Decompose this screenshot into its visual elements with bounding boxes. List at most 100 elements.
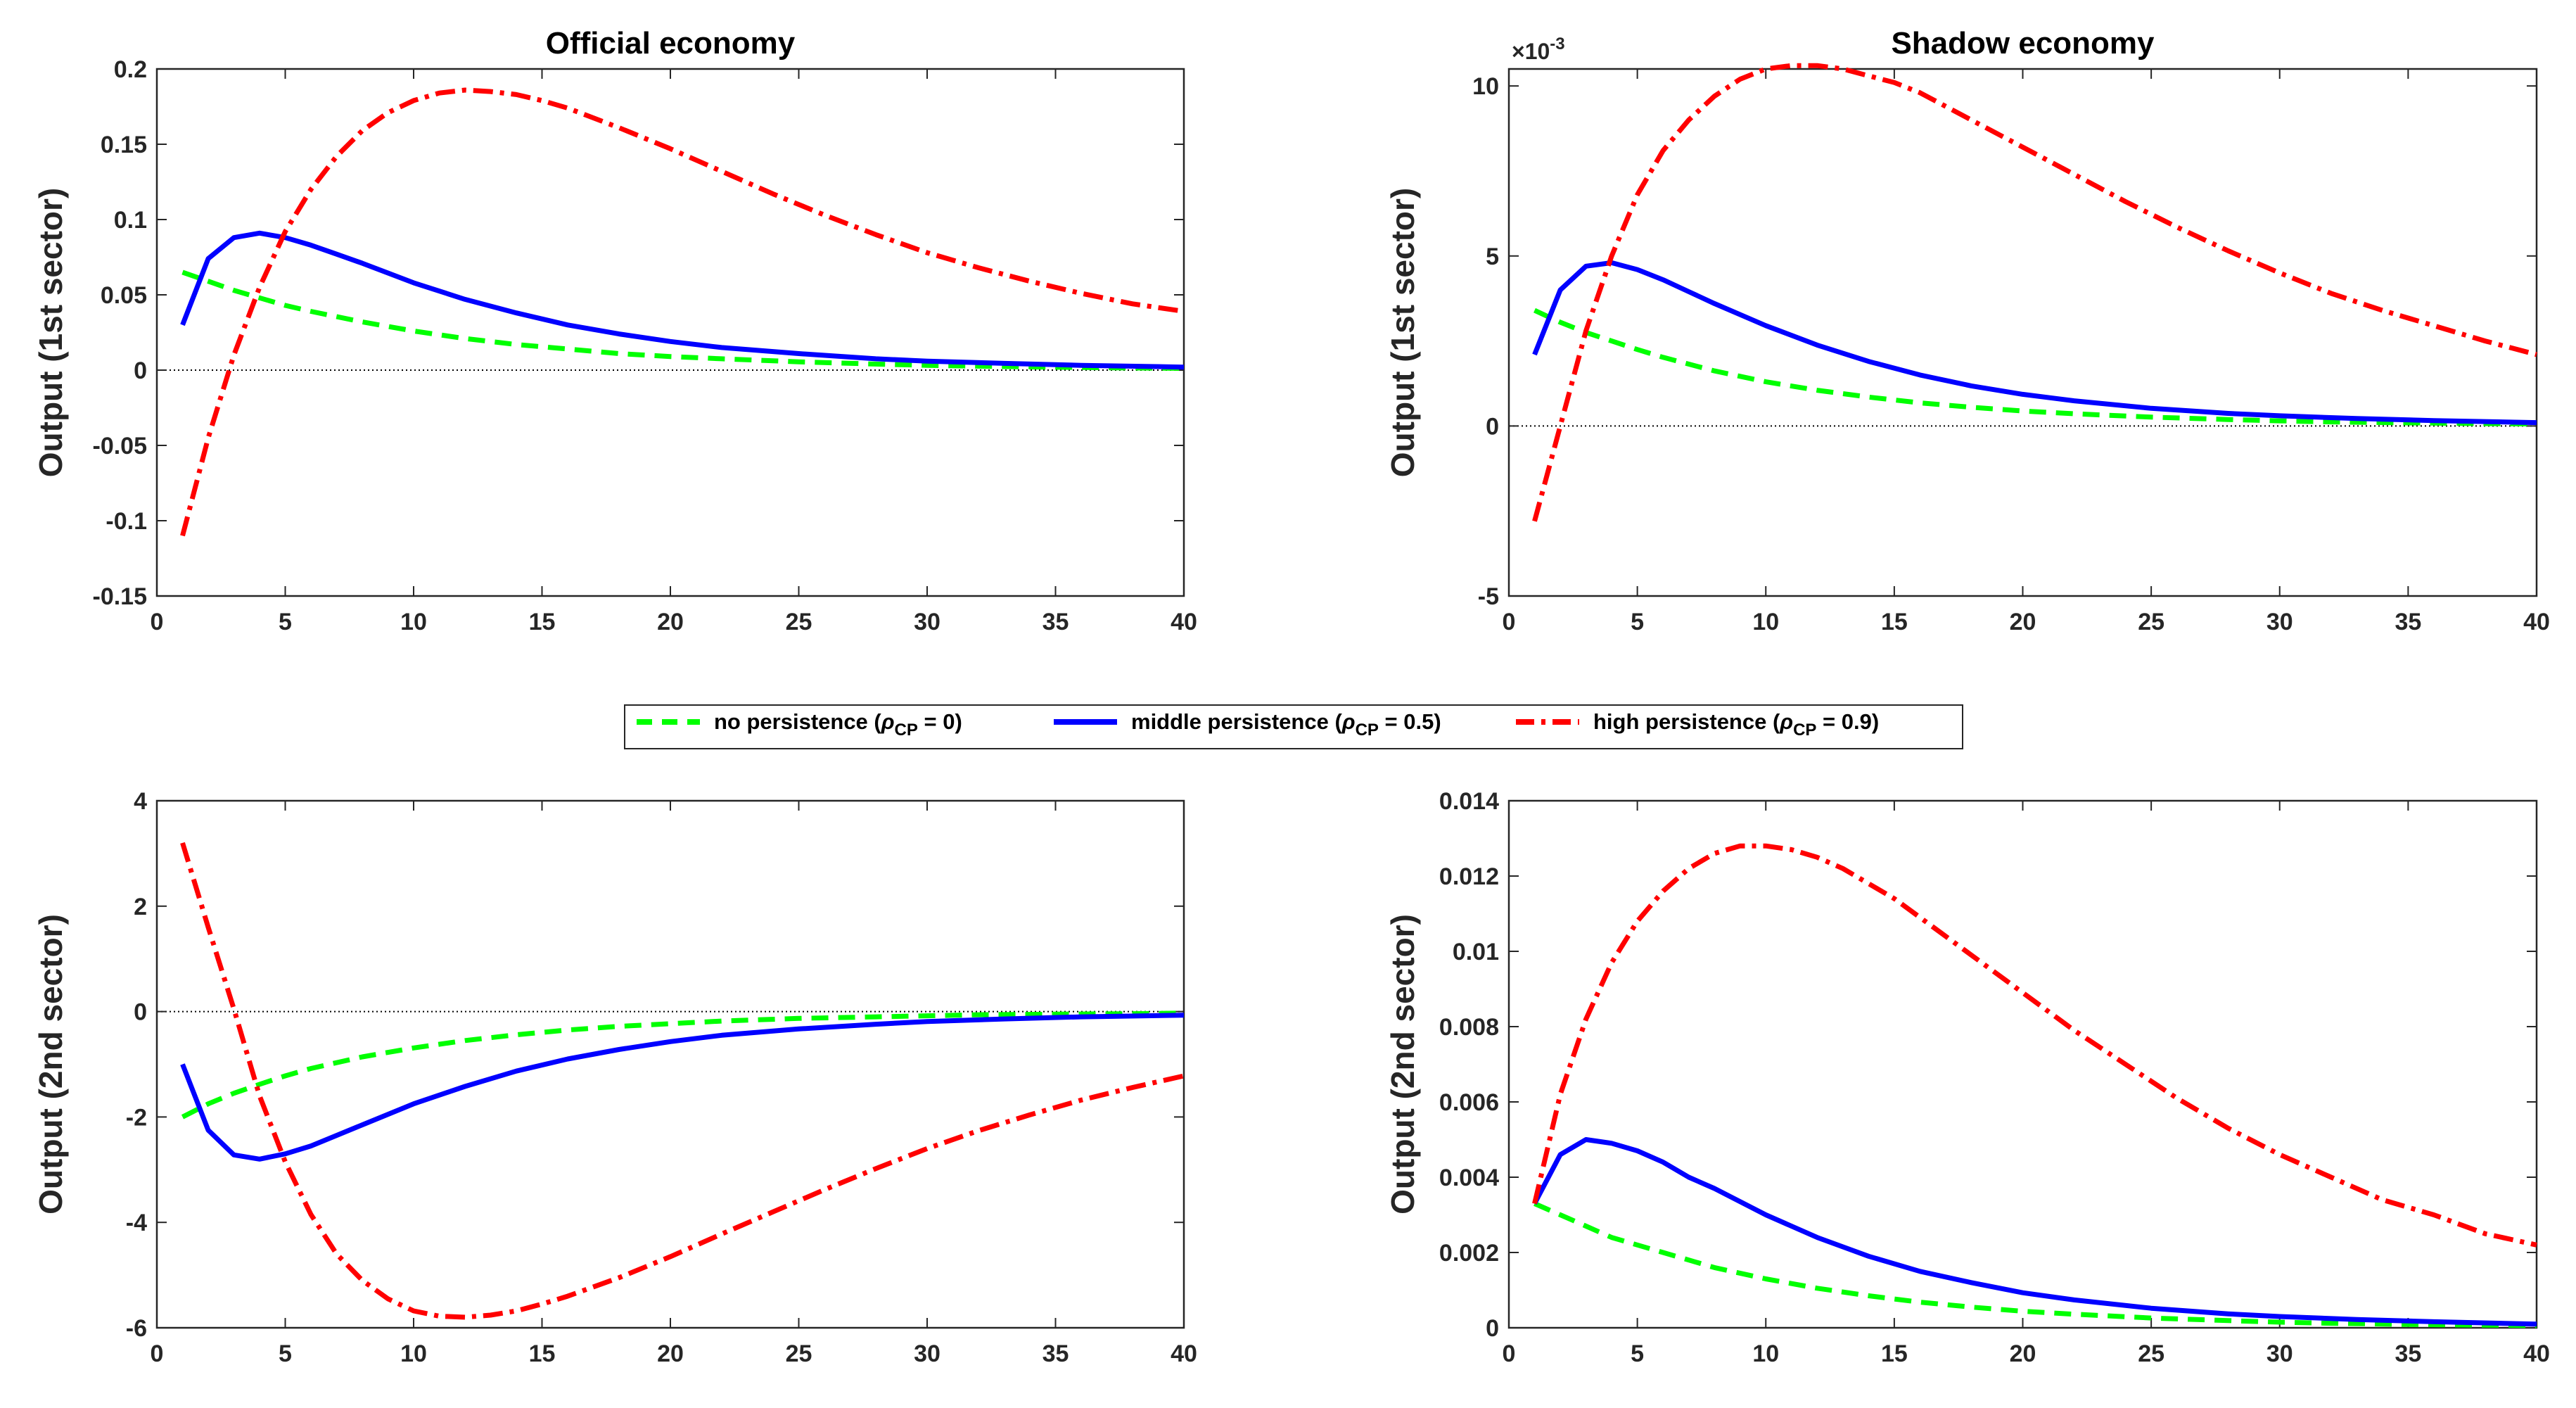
x-tick-label: 10 [400,1340,427,1367]
y-tick-label: 0.008 [1439,1014,1499,1041]
legend-label-suffix: = 0.9) [1816,709,1879,734]
panel-official-2nd-sector: 0 5 10 15 20 25 30 35 40 -6 -4 -2 0 2 4 Output (2nd sec… [32,788,1197,1367]
legend-rho-subscript: CP [895,721,918,740]
y-tick-label: 0.004 [1439,1165,1499,1191]
svg-text:high persistence (ρCP = 0.9): high persistence (ρCP = 0.9) [1593,709,1879,740]
legend-rho-symbol: ρ [1779,709,1793,734]
y-tick-label: 0.006 [1439,1089,1499,1116]
series-line-high-persistence [180,87,1185,537]
x-tick-label: 0 [151,1340,164,1367]
exponent-power: -3 [1550,34,1564,53]
x-tick-label: 35 [1042,1340,1069,1367]
x-tick-label: 10 [1752,1340,1779,1367]
y-tick-label: 0.002 [1439,1240,1499,1267]
x-tick-label: 0 [151,609,164,635]
y-tick-label: -2 [126,1104,147,1131]
y-tick-label: 10 [1472,73,1499,100]
x-tick-label: 15 [529,1340,556,1367]
legend-label-suffix: = 0) [918,709,962,734]
x-tick-label: 0 [1503,1340,1516,1367]
x-tick-label: 5 [1631,1340,1644,1367]
x-tick-label: 25 [2138,1340,2164,1367]
series-line-middle-persistence [1532,260,2537,426]
x-tick-label: 25 [786,1340,812,1367]
legend: no persistence (ρCP = 0) middle persiste… [624,704,1963,749]
y-tick-label: 0 [1486,413,1499,440]
y-tick-label: 5 [1486,243,1499,270]
legend-rho-symbol: ρ [1341,709,1356,734]
legend-label-prefix: no persistence ( [714,709,881,734]
x-tick-label: 40 [1171,609,1197,635]
x-tick-label: 40 [2523,609,2550,635]
x-tick-label: 35 [2395,1340,2421,1367]
y-axis-label: Output (1st sector) [32,188,69,477]
x-tick-label: 15 [1881,1340,1908,1367]
legend-entry-high-persistence: high persistence (ρCP = 0.9) [1516,709,1879,740]
series-line-middle-persistence [1532,1137,2537,1327]
x-tick-label: 20 [657,609,684,635]
series-line-no-persistence [1534,1201,2537,1328]
x-tick-label: 20 [2010,609,2036,635]
y-tick-label: 2 [134,894,147,920]
x-tick-label: 35 [2395,609,2421,635]
legend-rho-subscript: CP [1356,721,1379,740]
y-tick-label: -0.15 [93,583,148,610]
x-tick-label: 5 [279,609,292,635]
y-tick-label: -5 [1478,583,1499,610]
y-axis-label: Output (2nd sector) [1384,914,1421,1214]
series-line-middle-persistence [180,1013,1185,1162]
y-tick-label: 0.05 [101,282,147,309]
x-tick-label: 25 [786,609,812,635]
panel-shadow-2nd-sector: 0 5 10 15 20 25 30 35 40 0 0.002 0.004 0.006 0.008 0.0… [1384,788,2550,1367]
x-tick-label: 15 [1881,609,1908,635]
y-tick-label: -4 [126,1210,147,1236]
svg-text:no persistence (ρCP = 0): no persistence (ρCP = 0) [714,709,962,740]
x-tick-label: 35 [1042,609,1069,635]
series-line-high-persistence [1532,843,2537,1248]
y-tick-label: 4 [134,788,147,815]
y-tick-label: 0.2 [114,56,147,83]
x-tick-label: 0 [1503,609,1516,635]
y-tick-label: 0.012 [1439,863,1499,890]
x-tick-label: 40 [1171,1340,1197,1367]
legend-label-suffix: = 0.5) [1379,709,1441,734]
y-tick-label: 0.01 [1453,939,1499,965]
y-axis-label: Output (2nd sector) [32,914,69,1214]
series-line-high-persistence [180,842,1185,1320]
x-tick-label: 30 [914,609,941,635]
y-tick-label: 0 [134,999,147,1026]
legend-box [624,704,1963,749]
series-line-no-persistence [181,1010,1185,1120]
x-tick-label: 10 [1752,609,1779,635]
x-tick-label: 20 [657,1340,684,1367]
x-tick-label: 30 [2266,609,2293,635]
y-tick-label: 0.15 [101,132,147,158]
y-tick-label: -0.1 [106,508,147,535]
x-tick-label: 25 [2138,609,2164,635]
x-tick-label: 15 [529,609,556,635]
legend-rho-symbol: ρ [881,709,895,734]
x-tick-label: 5 [279,1340,292,1367]
y-axis-exponent-label: ×10-3 [1512,34,1565,64]
series-line-high-persistence [1532,63,2537,522]
panel-official-1st-sector: 0 5 10 15 20 25 30 35 40 -0.15 -0.1 -0.05 0 0.05 0.1 0.… [32,26,1197,635]
series-line-no-persistence [181,269,1185,371]
x-tick-label: 10 [400,609,427,635]
legend-entry-no-persistence: no persistence (ρCP = 0) [637,709,962,740]
legend-label-prefix: middle persistence ( [1131,709,1342,734]
svg-text:middle persistence (ρCP = 0.5): middle persistence (ρCP = 0.5) [1131,709,1441,740]
series-line-no-persistence [1534,307,2537,426]
y-tick-label: 0 [134,357,147,384]
x-tick-label: 40 [2523,1340,2550,1367]
x-tick-label: 30 [914,1340,941,1367]
y-axis-label: Output (1st sector) [1384,188,1421,477]
legend-entry-middle-persistence: middle persistence (ρCP = 0.5) [1054,709,1441,740]
y-tick-label: 0 [1486,1315,1499,1342]
x-tick-label: 5 [1631,609,1644,635]
y-tick-label: -6 [126,1315,147,1342]
x-tick-label: 20 [2010,1340,2036,1367]
x-tick-label: 30 [2266,1340,2293,1367]
legend-label-prefix: high persistence ( [1593,709,1780,734]
